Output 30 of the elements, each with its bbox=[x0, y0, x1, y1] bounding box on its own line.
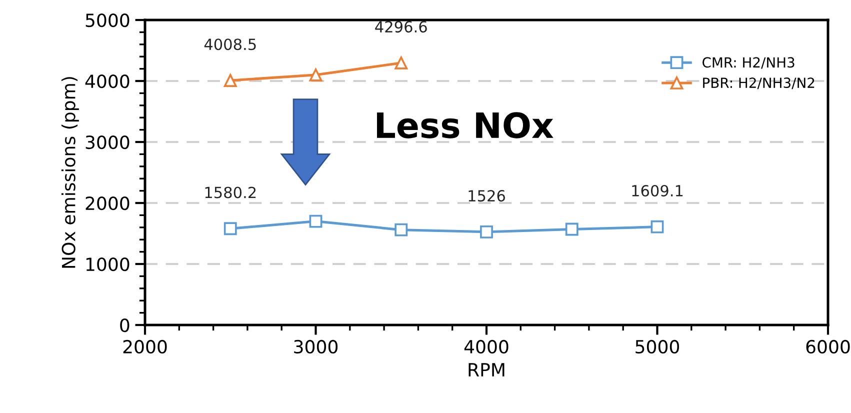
data-label: 4008.5 bbox=[204, 38, 256, 50]
point bbox=[309, 214, 322, 228]
x-tick-label: 4000 bbox=[464, 340, 508, 354]
point bbox=[394, 223, 408, 236]
y-tick-label: 0 bbox=[120, 318, 130, 332]
point bbox=[565, 222, 578, 236]
y-tick-label: 2000 bbox=[86, 196, 130, 210]
y-tick-label: 4000 bbox=[85, 74, 130, 88]
point bbox=[480, 225, 493, 238]
legend-label: PBR: H2/NH3/N2 bbox=[703, 78, 814, 90]
y-axis-title: NOx emissions (ppm) bbox=[61, 77, 79, 268]
y-tick-label: 3000 bbox=[86, 135, 130, 150]
point bbox=[394, 56, 408, 70]
x-tick-label: 2000 bbox=[123, 340, 167, 354]
point bbox=[650, 220, 664, 234]
data-label: 4296.6 bbox=[375, 21, 427, 33]
point bbox=[224, 222, 237, 236]
point bbox=[309, 68, 322, 82]
data-label: 1526 bbox=[468, 190, 505, 202]
x-tick-label: 6000 bbox=[806, 340, 850, 354]
annotation: Less NOx bbox=[376, 112, 554, 138]
y-tick-label: 5000 bbox=[86, 13, 130, 28]
point bbox=[224, 74, 237, 87]
data-label: 1580.2 bbox=[205, 186, 256, 198]
data-label: 1609.1 bbox=[632, 184, 683, 197]
legend-label: CMR: H2/NH3 bbox=[702, 57, 794, 69]
x-axis-title: RPM bbox=[468, 363, 504, 376]
x-tick-label: 3000 bbox=[294, 340, 338, 354]
y-tick-label: 1000 bbox=[86, 257, 130, 272]
x-tick-label: 5000 bbox=[636, 340, 680, 354]
